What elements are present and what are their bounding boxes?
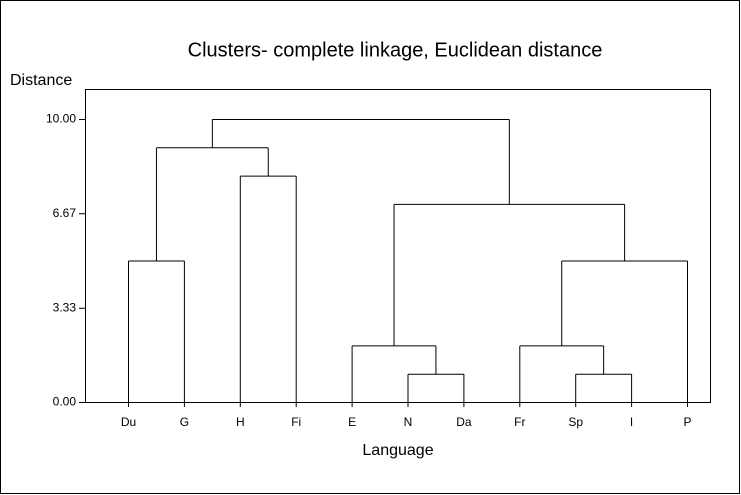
leaf-label: N	[404, 415, 413, 429]
leaf-label: E	[348, 415, 356, 429]
x-axis-title: Language	[362, 442, 433, 459]
chart-title: Clusters- complete linkage, Euclidean di…	[188, 39, 603, 61]
leaf-label: Da	[456, 415, 472, 429]
y-tick-label: 0.00	[53, 395, 77, 409]
y-tick-label: 6.67	[53, 206, 77, 220]
y-tick-label: 3.33	[53, 300, 77, 314]
plot-area	[85, 89, 711, 403]
leaf-label: Fi	[291, 415, 301, 429]
leaf-label: Sp	[568, 415, 583, 429]
leaf-label: H	[236, 415, 245, 429]
leaf-label: I	[630, 415, 633, 429]
leaf-label: Fr	[514, 415, 525, 429]
y-tick-label: 10.00	[46, 112, 76, 126]
leaf-label: Du	[121, 415, 136, 429]
leaf-label: P	[683, 415, 691, 429]
y-axis-title: Distance	[10, 72, 72, 89]
leaf-label: G	[180, 415, 189, 429]
